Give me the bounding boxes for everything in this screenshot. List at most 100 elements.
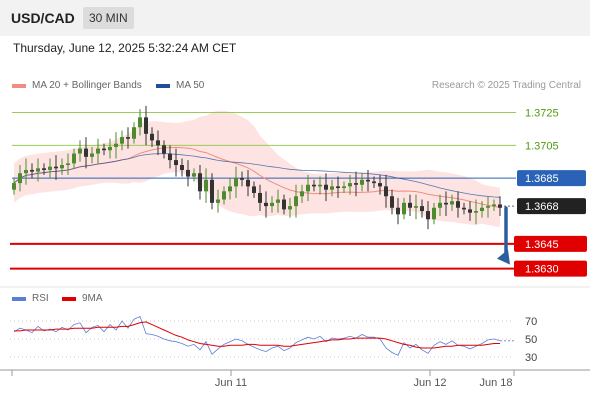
candle bbox=[72, 153, 76, 164]
legend-9ma: 9MA bbox=[62, 293, 103, 304]
candle bbox=[300, 191, 304, 197]
candle bbox=[36, 168, 40, 172]
level-1-3685-tag bbox=[517, 170, 586, 187]
level-1-3668-tag bbox=[517, 198, 586, 215]
candle bbox=[426, 211, 430, 220]
x-tick-label: Jun 12 bbox=[413, 377, 446, 389]
legend-rsi: RSI bbox=[12, 293, 49, 304]
legend-ma50: MA 50 bbox=[156, 80, 204, 91]
datetime-label: Thursday, June 12, 2025 5:32:24 AM CET bbox=[13, 41, 237, 55]
level-1-3645-tag bbox=[514, 235, 587, 252]
candle bbox=[270, 202, 274, 207]
candle bbox=[258, 192, 262, 203]
candle bbox=[450, 201, 454, 205]
rsi-tick-70: 70 bbox=[525, 316, 537, 328]
candle bbox=[150, 133, 154, 141]
level-1-3645-label: 1.3645 bbox=[525, 239, 559, 251]
candle bbox=[480, 207, 484, 212]
x-tick-label: Jun 18 bbox=[479, 377, 512, 389]
candle bbox=[342, 186, 346, 189]
candle bbox=[234, 178, 238, 187]
candle bbox=[492, 204, 496, 207]
candle bbox=[54, 166, 58, 169]
candle bbox=[78, 148, 82, 154]
candle bbox=[282, 199, 286, 210]
candle bbox=[120, 137, 124, 144]
candle bbox=[408, 202, 412, 208]
candle bbox=[24, 169, 28, 174]
legend-9ma-label: 9MA bbox=[82, 293, 103, 304]
candle bbox=[444, 202, 448, 205]
candle bbox=[396, 207, 400, 215]
candle bbox=[198, 173, 202, 192]
candle bbox=[252, 186, 256, 193]
candle bbox=[462, 207, 466, 210]
legend-ma20-label: MA 20 + Bollinger Bands bbox=[32, 80, 142, 91]
forecast-arrow-head bbox=[497, 249, 510, 265]
rsi-series-rsi bbox=[13, 315, 501, 356]
candle bbox=[114, 143, 118, 147]
candle bbox=[318, 184, 322, 187]
rsi-series-9ma bbox=[14, 321, 500, 349]
candle bbox=[126, 137, 130, 139]
candle bbox=[366, 179, 370, 182]
candle bbox=[180, 165, 184, 170]
credit-text: Research © 2025 Trading Central bbox=[431, 80, 581, 91]
bollinger-band bbox=[14, 110, 500, 228]
x-tick-label: Jun 11 bbox=[215, 377, 247, 389]
candle bbox=[102, 148, 106, 151]
candle bbox=[414, 206, 418, 208]
candle bbox=[420, 206, 424, 212]
timeframe-button[interactable]: 30 MIN bbox=[83, 7, 134, 29]
candle bbox=[402, 202, 406, 215]
candle bbox=[42, 168, 46, 170]
candle bbox=[204, 179, 208, 192]
candle bbox=[96, 148, 100, 154]
candle bbox=[246, 179, 250, 187]
level-1-3668-label: 1.3668 bbox=[525, 201, 559, 213]
candle bbox=[354, 183, 358, 185]
candle bbox=[18, 173, 22, 184]
candle bbox=[264, 202, 268, 207]
candle bbox=[30, 169, 34, 172]
candle bbox=[216, 199, 220, 203]
candle bbox=[468, 209, 472, 213]
rsi-swatch bbox=[12, 296, 26, 301]
candle bbox=[330, 186, 334, 190]
candle bbox=[90, 153, 94, 157]
candle bbox=[66, 163, 70, 166]
candle bbox=[336, 186, 340, 189]
candle bbox=[486, 206, 490, 208]
level-1-3725-label: 1.3725 bbox=[525, 107, 559, 119]
candle bbox=[138, 117, 142, 128]
legend-ma50-label: MA 50 bbox=[176, 80, 205, 91]
ma20-swatch bbox=[12, 83, 26, 88]
candle bbox=[378, 183, 382, 187]
candle bbox=[48, 166, 52, 170]
candle bbox=[294, 196, 298, 207]
candle bbox=[456, 201, 460, 208]
legend-ma20: MA 20 + Bollinger Bands bbox=[12, 80, 142, 91]
candle bbox=[372, 181, 376, 184]
candle bbox=[432, 207, 436, 220]
legend-rsi-label: RSI bbox=[32, 293, 49, 304]
ma50-line bbox=[13, 153, 501, 198]
symbol-label: USD/CAD bbox=[11, 10, 75, 26]
chart-header: USD/CAD 30 MIN bbox=[0, 0, 590, 36]
candle bbox=[210, 179, 214, 203]
candle bbox=[144, 117, 148, 134]
candle bbox=[132, 127, 136, 139]
candle bbox=[240, 178, 244, 180]
level-1-3705-label: 1.3705 bbox=[525, 140, 559, 152]
candle bbox=[390, 196, 394, 208]
candle bbox=[276, 199, 280, 203]
candle bbox=[174, 160, 178, 166]
candle bbox=[156, 140, 160, 146]
candle bbox=[162, 145, 166, 154]
candle bbox=[498, 204, 502, 208]
candle bbox=[312, 184, 316, 187]
candle bbox=[348, 183, 352, 187]
candle bbox=[222, 191, 226, 200]
rsi-tick-50: 50 bbox=[525, 334, 537, 346]
